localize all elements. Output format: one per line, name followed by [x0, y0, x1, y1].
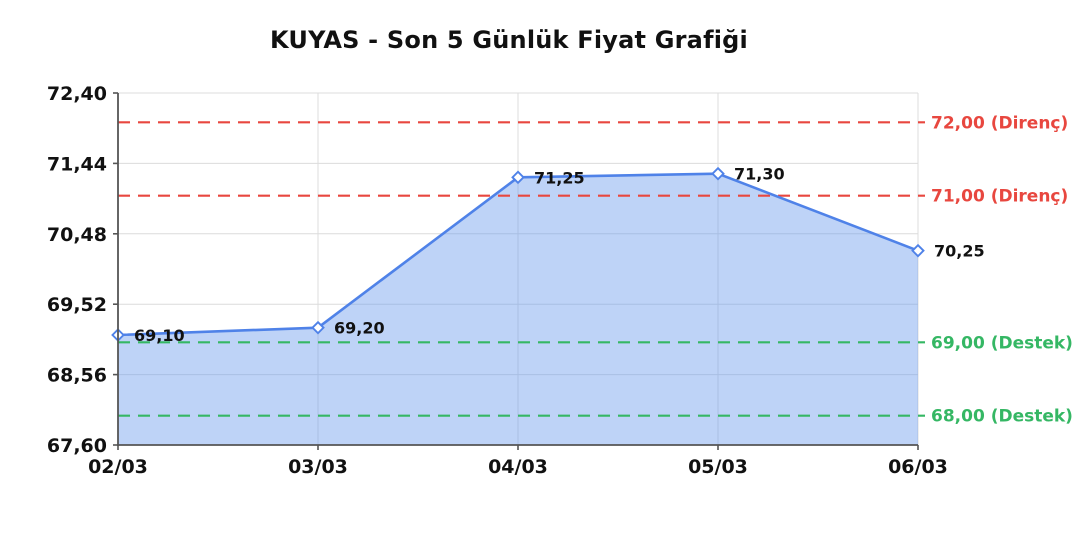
x-axis-tick-label: 03/03	[288, 456, 348, 478]
chart-title: KUYAS - Son 5 Günlük Fiyat Grafiği	[270, 26, 748, 54]
data-point-label: 69,20	[334, 319, 385, 338]
resistance-level-label: 72,00 (Direnç)	[931, 113, 1068, 133]
data-point-label: 69,10	[134, 326, 185, 345]
price-area-fill	[118, 173, 918, 445]
x-axis-tick-label: 02/03	[88, 456, 148, 478]
data-point-marker	[511, 170, 525, 185]
resistance-level-label: 71,00 (Direnç)	[931, 187, 1068, 207]
y-axis-tick-label: 70,48	[47, 224, 107, 246]
y-axis-tick-label: 72,40	[47, 83, 107, 105]
y-axis-tick-label: 69,52	[47, 294, 107, 316]
data-point-label: 71,25	[534, 168, 585, 187]
data-point-marker	[711, 166, 725, 181]
data-point-label: 71,30	[734, 165, 785, 184]
x-axis-tick-label: 05/03	[688, 456, 748, 478]
support-level-label: 69,00 (Destek)	[931, 333, 1073, 353]
y-axis-tick-label: 67,60	[47, 435, 107, 457]
x-axis-tick-label: 06/03	[888, 456, 948, 478]
data-point-label: 70,25	[934, 242, 985, 261]
data-point-marker	[911, 243, 925, 258]
data-point-marker	[311, 320, 325, 335]
y-axis-tick-label: 71,44	[47, 153, 107, 175]
x-axis-tick-label: 04/03	[488, 456, 548, 478]
y-axis-tick-label: 68,56	[47, 365, 107, 387]
support-level-label: 68,00 (Destek)	[931, 407, 1073, 427]
